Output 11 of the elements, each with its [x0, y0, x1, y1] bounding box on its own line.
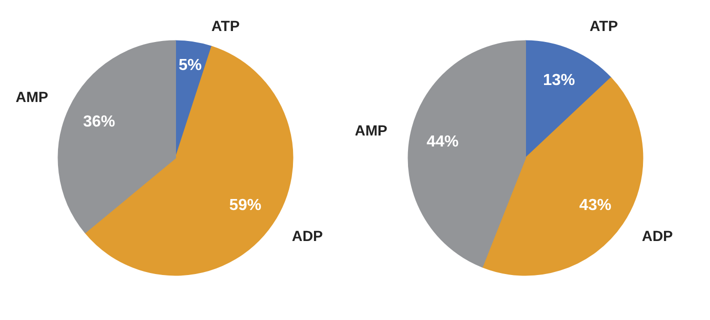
data-label: 5%	[178, 56, 202, 74]
slice-label: ATP	[590, 18, 618, 35]
slice-label: AMP	[16, 90, 48, 106]
slice-label: ADP	[642, 229, 674, 246]
data-label: 59%	[229, 196, 262, 214]
slice-label: ATP	[211, 18, 240, 35]
data-label: 44%	[426, 134, 459, 151]
data-label: 13%	[543, 72, 576, 89]
data-label: 43%	[579, 196, 612, 214]
slice-label: ADP	[292, 229, 324, 246]
data-label: 36%	[83, 114, 116, 131]
